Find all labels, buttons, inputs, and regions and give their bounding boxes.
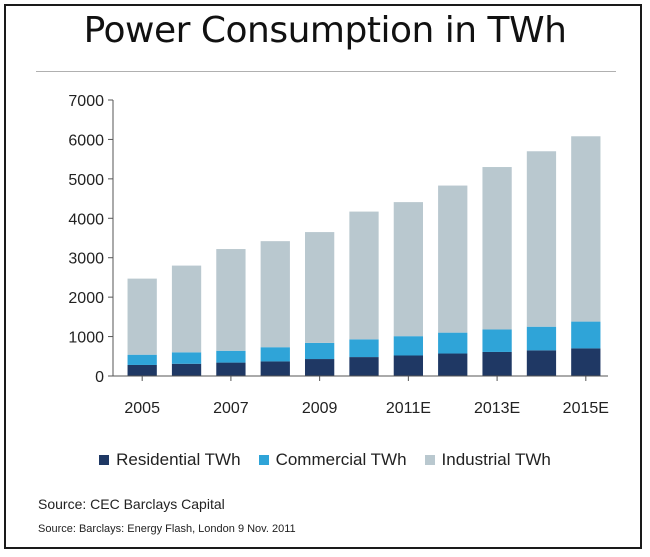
y-tick-label: 7000 <box>68 93 104 110</box>
bar-segment-commercial <box>571 321 601 349</box>
bar-segment-residential <box>171 363 202 376</box>
bar-segment-industrial <box>216 249 246 351</box>
y-tick-label: 1000 <box>68 330 104 347</box>
bar-segment-residential <box>304 359 335 376</box>
y-tick-label: 2000 <box>68 290 104 307</box>
bar-segment-residential <box>571 348 601 376</box>
bar-segment-residential <box>393 355 424 376</box>
legend-label-residential: Residential TWh <box>116 450 241 469</box>
x-tick-label: 2011E <box>386 400 431 417</box>
legend-item-residential: Residential TWh <box>99 450 241 470</box>
x-tick-label: 2005 <box>124 400 160 417</box>
chart-title: Power Consumption in TWh <box>83 10 567 51</box>
bar-segment-commercial <box>304 342 335 360</box>
bar-segment-industrial <box>260 241 290 348</box>
source-secondary: Source: Barclays: Energy Flash, London 9… <box>38 523 296 535</box>
bar-segment-commercial <box>171 352 202 364</box>
bar-segment-industrial <box>304 232 335 343</box>
legend-label-commercial: Commercial TWh <box>275 450 407 469</box>
bar-segment-industrial <box>571 136 601 322</box>
bar-segment-industrial <box>349 211 379 340</box>
bar-segment-residential <box>482 351 512 376</box>
chart-legend: Residential TWh Commercial TWh Industria… <box>0 450 650 470</box>
legend-swatch-commercial <box>258 455 269 465</box>
bar-segment-commercial <box>260 347 290 362</box>
legend-item-commercial: Commercial TWh <box>258 450 407 470</box>
bar-segment-residential <box>438 353 468 376</box>
bar-segment-industrial <box>171 265 202 353</box>
source-primary: Source: CEC Barclays Capital <box>38 496 225 512</box>
y-tick-label: 6000 <box>68 132 104 149</box>
bar-segment-industrial <box>482 167 512 330</box>
x-tick-label: 2007 <box>213 400 249 417</box>
legend-item-industrial: Industrial TWh <box>424 450 551 470</box>
bar-segment-residential <box>349 357 379 376</box>
y-tick-label: 5000 <box>68 172 104 189</box>
title-divider <box>36 71 616 72</box>
y-tick-label: 4000 <box>68 211 104 228</box>
legend-swatch-residential <box>99 455 110 465</box>
bar-segment-industrial <box>438 185 468 333</box>
bar-segment-commercial <box>393 336 424 356</box>
bar-segment-commercial <box>482 329 512 352</box>
bar-segment-industrial <box>127 278 157 355</box>
chart-frame <box>4 4 642 549</box>
bar-segment-residential <box>526 350 557 376</box>
bar-segment-industrial <box>393 202 424 337</box>
legend-swatch-industrial <box>424 455 435 465</box>
bar-segment-industrial <box>526 151 557 327</box>
x-tick-label: 2015E <box>563 400 609 417</box>
x-tick-label: 2013E <box>474 400 520 417</box>
bar-segment-residential <box>127 364 157 376</box>
y-tick-label: 0 <box>95 369 104 386</box>
bar-segment-commercial <box>349 339 379 358</box>
legend-label-industrial: Industrial TWh <box>441 450 551 469</box>
bar-segment-commercial <box>438 332 468 354</box>
bar-segment-residential <box>260 361 290 376</box>
bar-segment-residential <box>216 362 246 376</box>
bar-segment-commercial <box>127 354 157 365</box>
bar-segment-commercial <box>216 350 246 363</box>
y-tick-label: 3000 <box>68 251 104 268</box>
x-tick-label: 2009 <box>302 400 338 417</box>
bar-segment-commercial <box>526 326 557 351</box>
